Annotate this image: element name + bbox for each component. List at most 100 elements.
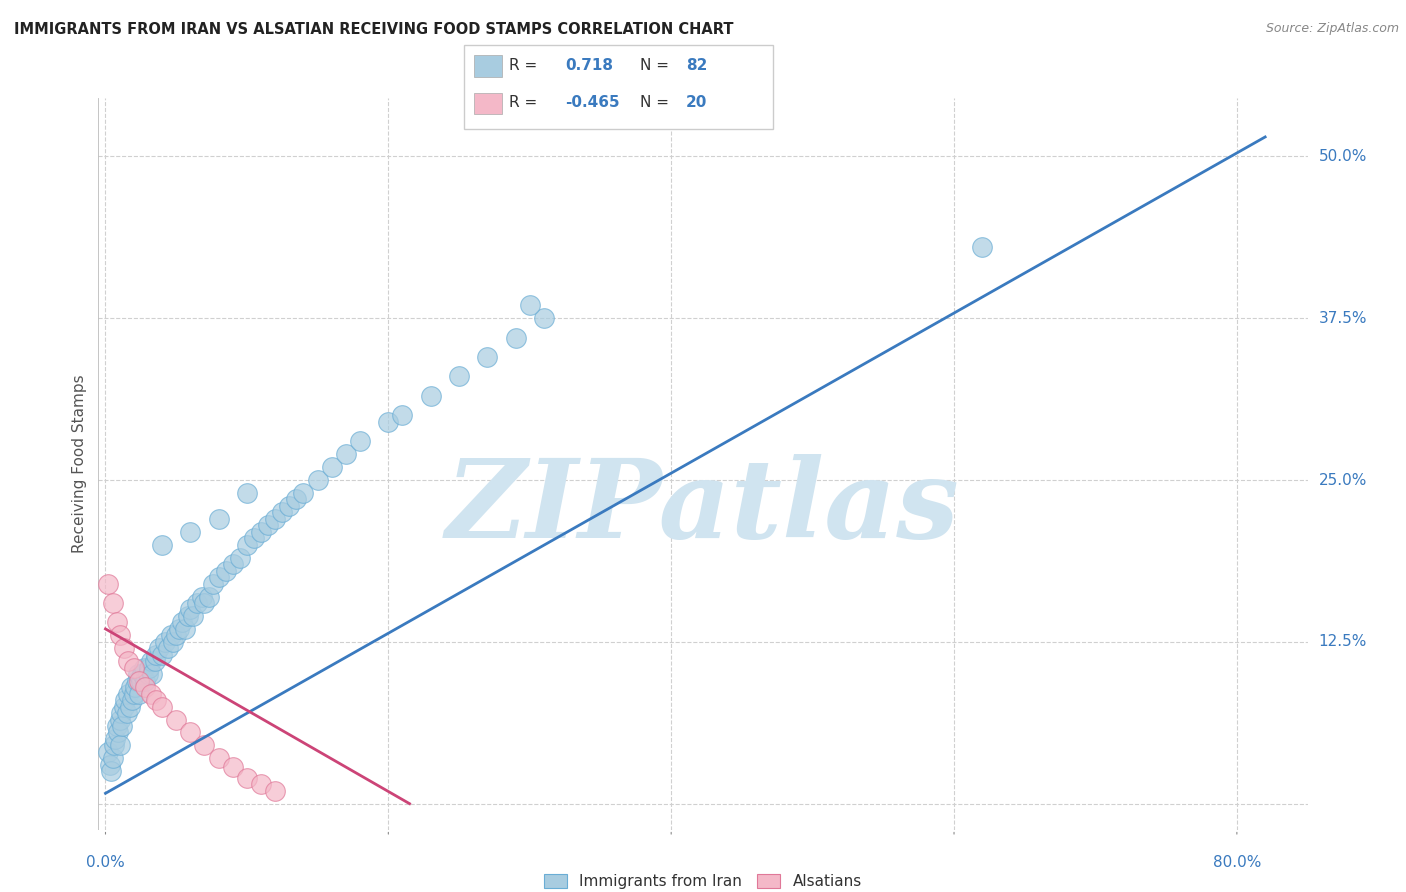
Point (201, 576, 224, 591)
Point (148, 641, 170, 656)
Point (97, 745, 120, 759)
Point (105, 719, 128, 733)
Point (132, 661, 155, 675)
Point (377, 415, 399, 429)
Point (108, 739, 131, 753)
Point (207, 570, 229, 584)
Point (134, 680, 156, 694)
Point (121, 693, 143, 707)
Point (162, 635, 184, 649)
Point (104, 731, 127, 746)
Text: N =: N = (640, 95, 669, 110)
Text: -0.465: -0.465 (565, 95, 620, 110)
Point (391, 409, 413, 423)
Point (519, 298, 541, 312)
Point (159, 628, 181, 642)
Text: R =: R = (509, 58, 537, 72)
Point (477, 350, 499, 364)
Point (150, 648, 173, 662)
Point (292, 486, 315, 500)
Point (101, 751, 124, 765)
Point (197, 590, 219, 604)
Text: ZIPatlas: ZIPatlas (446, 454, 960, 561)
Point (107, 725, 129, 739)
Text: 80.0%: 80.0% (1213, 855, 1261, 870)
Point (143, 654, 166, 668)
Point (136, 667, 159, 681)
Point (264, 783, 287, 797)
Point (193, 596, 215, 610)
Point (419, 389, 441, 403)
Point (190, 590, 212, 604)
Point (110, 706, 132, 720)
Point (250, 524, 273, 539)
Point (124, 680, 146, 694)
Text: R =: R = (509, 95, 537, 110)
Point (179, 602, 201, 616)
Point (141, 667, 163, 681)
Point (186, 596, 208, 610)
Point (120, 680, 142, 694)
Point (167, 622, 190, 636)
Point (193, 739, 215, 753)
Legend: Immigrants from Iran, Alsatians: Immigrants from Iran, Alsatians (538, 868, 868, 892)
Point (127, 667, 149, 681)
Point (243, 531, 266, 545)
Point (115, 706, 138, 720)
Point (236, 771, 259, 785)
Text: 0.718: 0.718 (565, 58, 613, 72)
Point (505, 330, 527, 344)
Point (179, 524, 201, 539)
Point (139, 654, 162, 668)
Point (117, 687, 139, 701)
Point (122, 661, 145, 675)
Point (207, 512, 229, 526)
Point (103, 739, 125, 753)
Point (215, 564, 238, 578)
Point (139, 687, 162, 701)
Point (108, 713, 131, 727)
Point (176, 609, 198, 624)
Text: 37.5%: 37.5% (1319, 310, 1367, 326)
Point (349, 434, 371, 449)
Point (335, 447, 357, 461)
Point (307, 473, 329, 487)
Text: Source: ZipAtlas.com: Source: ZipAtlas.com (1265, 22, 1399, 36)
Point (114, 693, 136, 707)
Point (105, 615, 128, 630)
Point (278, 499, 301, 513)
Point (447, 369, 470, 384)
Point (117, 654, 139, 668)
Point (165, 713, 187, 727)
Point (128, 687, 150, 701)
Point (153, 635, 176, 649)
Point (264, 512, 287, 526)
Text: 25.0%: 25.0% (1319, 473, 1367, 488)
Point (229, 550, 252, 565)
Point (122, 687, 145, 701)
Point (257, 518, 280, 533)
Text: 0.0%: 0.0% (86, 855, 125, 870)
Point (129, 673, 152, 688)
Point (285, 492, 308, 507)
Point (170, 615, 193, 630)
Point (271, 505, 294, 519)
Point (118, 699, 141, 714)
Point (181, 609, 204, 624)
Point (207, 751, 229, 765)
Text: IMMIGRANTS FROM IRAN VS ALSATIAN RECEIVING FOOD STAMPS CORRELATION CHART: IMMIGRANTS FROM IRAN VS ALSATIAN RECEIVI… (14, 22, 734, 37)
Point (125, 673, 148, 688)
Y-axis label: Receiving Food Stamps: Receiving Food Stamps (72, 375, 87, 553)
Point (236, 486, 259, 500)
Point (97, 576, 120, 591)
Point (112, 641, 135, 656)
Point (173, 622, 195, 636)
Text: 50.0%: 50.0% (1319, 149, 1367, 164)
Point (108, 628, 131, 642)
Point (101, 596, 124, 610)
Point (972, 240, 994, 254)
Point (100, 764, 122, 779)
Point (112, 699, 135, 714)
Point (165, 628, 187, 642)
Text: N =: N = (640, 58, 669, 72)
